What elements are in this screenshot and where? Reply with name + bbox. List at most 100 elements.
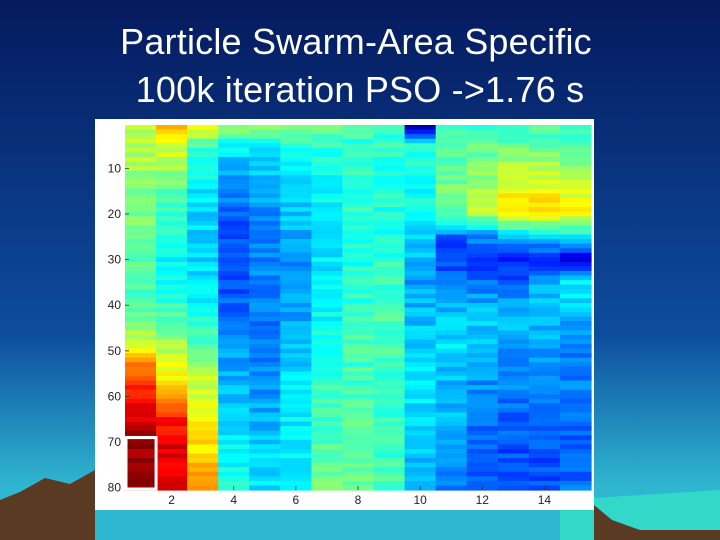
heatmap-cell	[156, 243, 188, 249]
heatmap-cell	[311, 298, 344, 304]
heatmap-cell	[404, 302, 437, 309]
heatmap-cell	[559, 316, 592, 322]
heatmap-cell	[342, 344, 375, 350]
heatmap-cell	[311, 325, 344, 331]
heatmap-cell	[404, 175, 437, 181]
heatmap-cell	[497, 179, 530, 185]
heatmap-cell	[497, 385, 530, 391]
heatmap-cell	[156, 239, 188, 245]
heatmap-cell	[466, 293, 499, 299]
heatmap-cell	[559, 216, 592, 222]
heatmap-cell	[218, 129, 250, 135]
heatmap-cell	[497, 280, 530, 286]
heatmap-cell	[156, 421, 188, 427]
heatmap-cell	[466, 439, 499, 445]
heatmap-cell	[187, 403, 219, 409]
heatmap-cell	[342, 161, 375, 167]
heatmap-cell	[559, 125, 592, 131]
heatmap-cell	[559, 143, 592, 149]
heatmap-cell	[404, 362, 437, 368]
heatmap-cell	[156, 280, 188, 286]
heatmap-cell	[249, 485, 281, 491]
heatmap-cell	[435, 325, 468, 331]
heatmap-cell	[404, 280, 437, 286]
heatmap-cell	[435, 211, 468, 217]
heatmap-cell	[559, 435, 592, 441]
heatmap-cell	[218, 448, 250, 455]
heatmap-cell	[218, 312, 250, 318]
heatmap-cell	[497, 156, 530, 163]
heatmap-cell	[187, 271, 219, 277]
heatmap-cell	[466, 444, 499, 450]
heatmap-cell	[249, 435, 281, 441]
heatmap-cell	[466, 234, 499, 240]
heatmap-cell	[342, 302, 375, 309]
heatmap-cell	[435, 375, 468, 382]
heatmap-cell	[466, 207, 499, 213]
heatmap-cell	[280, 421, 312, 427]
heatmap-cell	[125, 134, 157, 140]
heatmap-cell	[156, 339, 188, 345]
heatmap-cell	[125, 394, 157, 400]
heatmap-cell	[342, 257, 375, 263]
heatmap-cell	[559, 184, 592, 190]
heatmap-cell	[218, 302, 250, 309]
heatmap-cell	[528, 458, 561, 464]
heatmap-cell	[218, 353, 250, 359]
heatmap-cell	[466, 362, 499, 368]
heatmap-cell	[342, 357, 375, 363]
heatmap-cell	[187, 366, 219, 372]
heatmap-cell	[125, 207, 157, 213]
heatmap-cell	[187, 485, 219, 491]
heatmap-cell	[466, 421, 499, 427]
heatmap-cell	[280, 293, 312, 299]
heatmap-cell	[156, 407, 188, 414]
y-tick-label: 20	[108, 207, 122, 221]
heatmap-cell	[249, 129, 281, 135]
heatmap-cell	[249, 248, 281, 254]
heatmap-cell	[373, 289, 406, 295]
heatmap-cell	[187, 389, 219, 395]
heatmap-cell	[528, 366, 561, 372]
heatmap-cell	[311, 198, 344, 204]
heatmap-cell	[528, 371, 561, 377]
heatmap-cell	[528, 170, 561, 176]
heatmap-cell	[187, 275, 219, 281]
heatmap-cell	[373, 357, 406, 363]
heatmap-cell	[559, 339, 592, 345]
heatmap-cell	[218, 166, 250, 172]
heatmap-cell	[125, 284, 157, 290]
heatmap-cell	[497, 334, 530, 341]
heatmap-cell	[249, 371, 281, 377]
heatmap-cell	[559, 412, 592, 418]
heatmap-cell	[435, 330, 468, 336]
heatmap-cell	[466, 134, 499, 140]
heatmap-cell	[435, 216, 468, 222]
heatmap-cell	[280, 476, 312, 482]
heatmap-cell	[466, 198, 499, 204]
heatmap-cell	[497, 129, 530, 135]
heatmap-cell	[156, 371, 188, 377]
heatmap-cell	[249, 280, 281, 286]
heatmap-cell	[311, 188, 344, 195]
heatmap-cell	[404, 394, 437, 400]
heatmap-cell	[280, 339, 312, 345]
heatmap-cell	[156, 316, 188, 322]
heatmap-cell	[311, 371, 344, 377]
heatmap-cell	[373, 179, 406, 185]
heatmap-cell	[218, 266, 250, 272]
slide-title-line-1: Particle Swarm-Area Specific	[120, 21, 592, 62]
heatmap-cell	[497, 248, 530, 254]
heatmap-cell	[218, 193, 250, 199]
heatmap-cell	[559, 211, 592, 217]
heatmap-cell	[249, 220, 281, 226]
heatmap-cell	[342, 202, 375, 208]
heatmap-cell	[342, 339, 375, 345]
heatmap-cell	[497, 417, 530, 423]
heatmap-cell	[497, 261, 530, 268]
heatmap-cell	[187, 138, 219, 144]
heatmap-cell	[404, 398, 437, 404]
heatmap-cell	[218, 371, 250, 377]
heatmap-cell	[218, 275, 250, 281]
heatmap-cell	[249, 298, 281, 304]
